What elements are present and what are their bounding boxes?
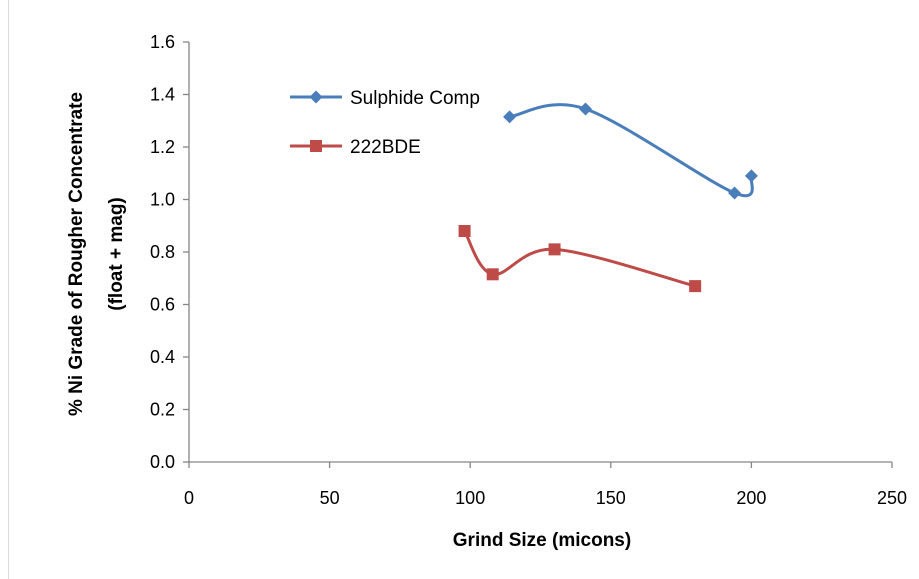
x-tick-label: 0 [184,488,194,508]
x-axis-ticks: 0 50 100 150 200 250 [184,462,907,508]
y-tick-label: 0.8 [150,242,175,262]
y-tick-label: 1.4 [150,85,175,105]
series-line [463,229,697,288]
data-point [728,186,742,200]
legend-label: 222BDE [350,137,421,158]
x-tick-label: 50 [320,488,340,508]
legend-item: Sulphide Comp [290,88,480,109]
x-axis-title: Grind Size (micons) [453,530,631,551]
legend: Sulphide Comp 222BDE [290,88,480,158]
series-layer [458,102,758,293]
data-point [689,280,702,293]
x-tick-label: 100 [455,488,485,508]
legend-marker [310,140,322,152]
y-tick-label: 0.2 [150,400,175,420]
left-border-line [8,0,9,579]
x-tick-label: 250 [877,488,907,508]
series-1 [503,102,758,200]
legend-item: 222BDE [290,137,421,158]
legend-label: Sulphide Comp [350,88,480,109]
x-tick-label: 200 [736,488,766,508]
data-point [744,169,758,183]
series-line [508,103,754,198]
y-axis-title: % Ni Grade of Rougher Concentrate (float… [66,92,127,416]
data-point [578,102,592,116]
y-tick-label: 0.0 [150,452,175,472]
x-tick-label: 150 [596,488,626,508]
data-point [458,225,471,237]
data-point [486,268,499,281]
y-axis-title-line2: (float + mag) [106,197,127,310]
series-2 [458,225,702,293]
legend-marker [309,90,323,104]
y-tick-label: 1.0 [150,190,175,210]
y-tick-label: 1.2 [150,137,175,157]
data-point [548,243,561,256]
y-tick-label: 1.6 [150,32,175,52]
y-tick-label: 0.4 [150,347,175,367]
y-axis-ticks: 0.0 0.2 0.4 0.6 0.8 1.0 1.2 1.4 1.6 [150,32,189,472]
y-tick-label: 0.6 [150,295,175,315]
y-axis-title-line1: % Ni Grade of Rougher Concentrate [66,92,87,416]
data-point [503,110,517,124]
